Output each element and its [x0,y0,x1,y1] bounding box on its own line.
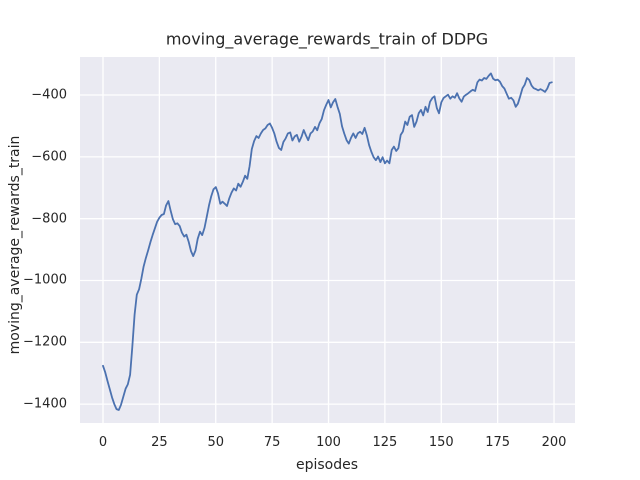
x-tick-label: 175 [485,435,511,450]
x-axis-label: episodes [295,457,359,473]
plot-background [80,57,575,423]
y-tick-label: −1200 [23,334,67,350]
chart-title: moving_average_rewards_train of DDPG [165,29,489,49]
series-line-moving_average_rewards_train [102,72,553,411]
x-tick-label: 25 [151,435,168,450]
y-tick-label: −400 [31,87,67,103]
y-tick-label: −800 [31,211,67,227]
y-tick-label: −1000 [23,272,67,288]
x-tick-label: 125 [372,435,398,450]
x-tick-label: 50 [207,435,225,450]
x-tick-label: 100 [316,435,341,450]
x-tick-label: 200 [541,435,567,450]
x-tick-label: 150 [428,435,454,450]
x-tick-label: 0 [98,435,108,450]
y-tick-label: −600 [31,149,67,165]
y-axis-label: moving_average_rewards_train [7,135,23,355]
y-tick-label: −1400 [23,396,67,412]
x-tick-label: 75 [263,435,281,450]
